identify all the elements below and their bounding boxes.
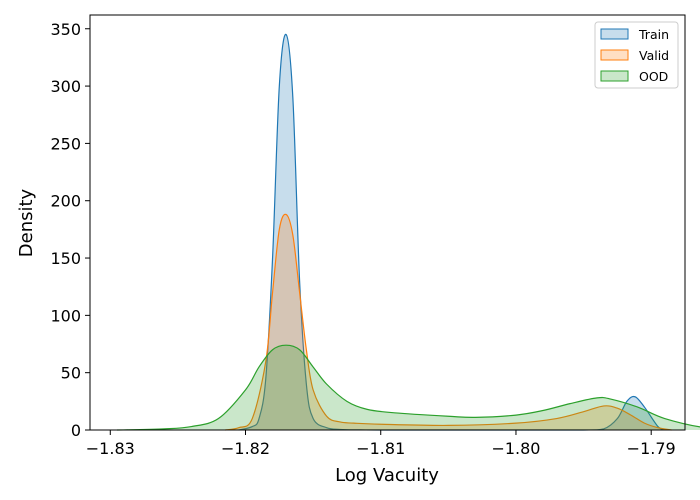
y-tick-label: 300 <box>50 77 81 96</box>
series-line-ood <box>117 344 700 431</box>
plot-frame <box>89 14 686 431</box>
x-tick-label: −1.79 <box>627 439 676 458</box>
legend-swatch-ood <box>600 70 629 82</box>
legend-swatch-valid <box>600 49 629 61</box>
y-tick-label: 50 <box>61 364 81 383</box>
x-tick-label: −1.81 <box>356 439 405 458</box>
y-tick-label: 250 <box>50 134 81 153</box>
y-tick-label: 100 <box>50 306 81 325</box>
x-tick-label: −1.83 <box>86 439 135 458</box>
y-axis: 0 50 100 150 200 250 300 350 <box>50 20 90 440</box>
series-line-train <box>238 33 665 431</box>
legend-label-ood: OOD <box>639 69 668 84</box>
y-tick-label: 0 <box>71 421 81 440</box>
series-area-valid <box>225 214 672 430</box>
legend-label-valid: Valid <box>639 48 669 63</box>
x-axis: −1.83 −1.82 −1.81 −1.80 −1.79 <box>86 430 676 458</box>
y-tick-label: 150 <box>50 249 81 268</box>
x-axis-label: Log Vacuity <box>335 465 439 486</box>
series-line-valid <box>225 213 672 431</box>
legend-swatch-train <box>600 28 629 40</box>
x-tick-label: −1.82 <box>221 439 270 458</box>
plot-areas <box>117 33 700 431</box>
legend: Train Valid OOD <box>594 21 679 89</box>
series-area-train <box>238 34 665 431</box>
legend-label-train: Train <box>638 27 669 42</box>
x-tick-label: −1.80 <box>491 439 540 458</box>
y-axis-label: Density <box>16 188 37 257</box>
series-area-ood <box>117 345 700 430</box>
y-tick-label: 200 <box>50 192 81 211</box>
y-tick-label: 350 <box>50 20 81 39</box>
